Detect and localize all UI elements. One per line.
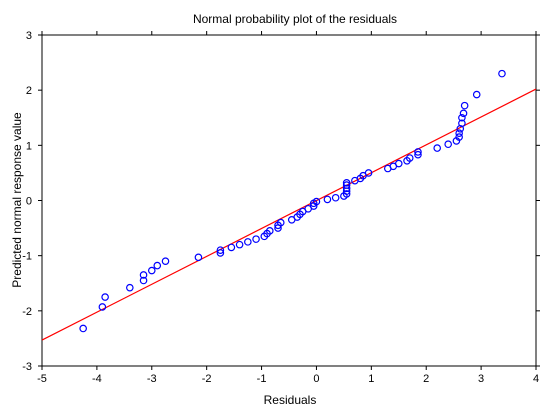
x-axis-title: Residuals	[264, 393, 317, 407]
data-point	[323, 195, 332, 204]
data-point	[194, 253, 203, 262]
data-point	[364, 169, 373, 177]
data-point	[265, 227, 274, 235]
data-point	[342, 190, 351, 198]
y-tick-label: 0	[26, 196, 32, 208]
x-tick-label: -2	[202, 373, 212, 385]
data-point	[458, 119, 466, 128]
x-tick-label: 2	[423, 373, 429, 385]
data-point	[405, 154, 414, 162]
data-point	[460, 101, 469, 110]
x-tick-label: -3	[147, 373, 157, 385]
x-tick-label: -4	[92, 373, 102, 385]
y-tick-label: 3	[26, 30, 32, 42]
data-point	[153, 261, 162, 270]
x-tick-label: -1	[257, 373, 267, 385]
data-point	[312, 197, 321, 206]
data-point	[216, 246, 225, 254]
reference-line	[41, 88, 537, 341]
data-point	[342, 184, 351, 193]
data-point	[331, 193, 340, 202]
x-tick-label: 1	[368, 373, 374, 385]
x-tick-label: 0	[313, 373, 319, 385]
data-point	[252, 235, 260, 243]
data-point	[161, 257, 170, 265]
data-point	[126, 283, 134, 292]
data-point	[139, 271, 148, 279]
data-point	[342, 179, 351, 187]
data-point	[455, 133, 463, 141]
chart-title: Normal probability plot of the residuals	[193, 12, 397, 26]
y-tick-label: 1	[26, 140, 32, 152]
y-tick-label: -3	[22, 361, 32, 373]
y-tick-label: 2	[26, 85, 32, 97]
data-point	[235, 240, 244, 249]
data-point	[455, 129, 463, 137]
y-tick-label: -1	[22, 251, 32, 263]
x-tick-label: -5	[37, 373, 47, 385]
data-point	[414, 150, 422, 159]
data-point	[433, 144, 442, 152]
data-point	[101, 293, 109, 301]
data-point	[227, 243, 236, 252]
data-point	[472, 90, 481, 99]
data-point	[98, 303, 107, 311]
data-point	[394, 159, 403, 168]
data-point	[139, 276, 148, 285]
y-axis-title: Predicted normal response value	[10, 112, 24, 288]
x-axis-ticks: -5 -4 -3 -2 -1 0 1 2 3 4	[37, 31, 539, 385]
plot-area	[41, 34, 537, 367]
data-point	[458, 113, 466, 122]
data-point	[147, 266, 156, 275]
x-tick-label: 4	[533, 373, 539, 385]
y-tick-label: -2	[22, 306, 32, 318]
data-point	[498, 69, 506, 78]
data-point	[414, 148, 422, 156]
data-point	[444, 140, 452, 149]
data-point	[216, 249, 225, 257]
data-point	[342, 181, 351, 189]
data-point	[79, 324, 87, 333]
data-point	[244, 238, 252, 246]
data-point	[276, 218, 285, 227]
y-axis-ticks: -3 -2 -1 0 1 2 3	[22, 30, 540, 373]
x-tick-label: 3	[478, 373, 484, 385]
data-point	[459, 109, 468, 118]
